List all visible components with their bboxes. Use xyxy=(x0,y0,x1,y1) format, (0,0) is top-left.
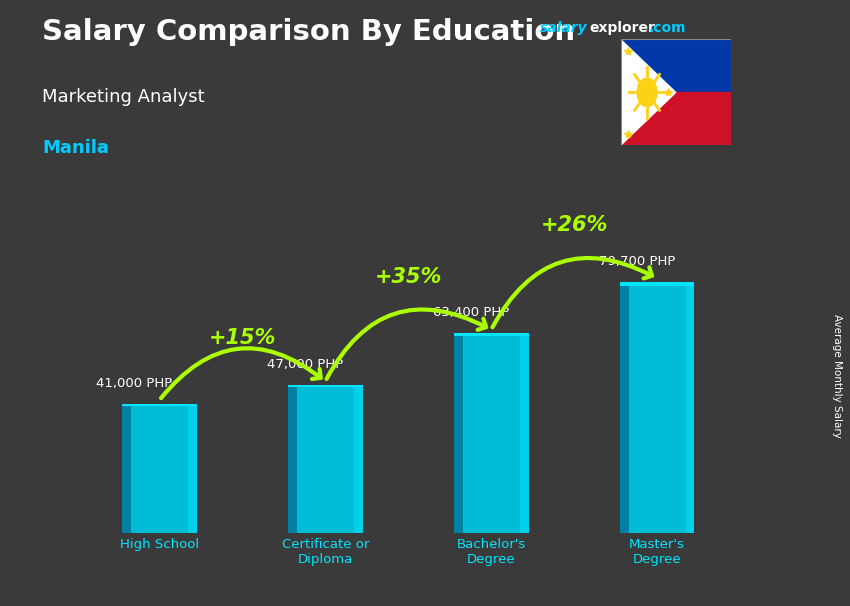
Bar xyxy=(519,333,529,533)
Text: Salary Comparison By Education: Salary Comparison By Education xyxy=(42,18,575,46)
Bar xyxy=(620,282,694,533)
Bar xyxy=(620,92,731,145)
Polygon shape xyxy=(620,39,676,145)
Bar xyxy=(288,385,363,387)
Text: .com: .com xyxy=(649,21,686,35)
Text: 79,700 PHP: 79,700 PHP xyxy=(599,255,676,268)
Text: 47,000 PHP: 47,000 PHP xyxy=(267,358,343,371)
Text: explorer: explorer xyxy=(589,21,654,35)
Text: +35%: +35% xyxy=(375,267,442,287)
Bar xyxy=(288,385,363,533)
Text: +26%: +26% xyxy=(541,215,608,235)
Bar xyxy=(454,333,529,533)
Bar xyxy=(122,404,196,406)
Bar xyxy=(620,282,629,533)
Bar xyxy=(288,385,297,533)
Text: Average Monthly Salary: Average Monthly Salary xyxy=(832,314,842,438)
Bar xyxy=(620,282,694,286)
Circle shape xyxy=(637,78,657,107)
Bar xyxy=(685,282,694,533)
Bar xyxy=(122,404,196,533)
Text: Manila: Manila xyxy=(42,139,110,158)
Bar xyxy=(188,404,196,533)
Text: Marketing Analyst: Marketing Analyst xyxy=(42,88,205,106)
Text: 41,000 PHP: 41,000 PHP xyxy=(96,377,173,390)
Text: 63,400 PHP: 63,400 PHP xyxy=(434,306,509,319)
Bar xyxy=(454,333,462,533)
Text: +15%: +15% xyxy=(208,328,276,348)
Bar xyxy=(454,333,529,336)
Bar xyxy=(354,385,363,533)
Text: salary: salary xyxy=(540,21,587,35)
Bar xyxy=(122,404,131,533)
Bar xyxy=(620,39,731,92)
